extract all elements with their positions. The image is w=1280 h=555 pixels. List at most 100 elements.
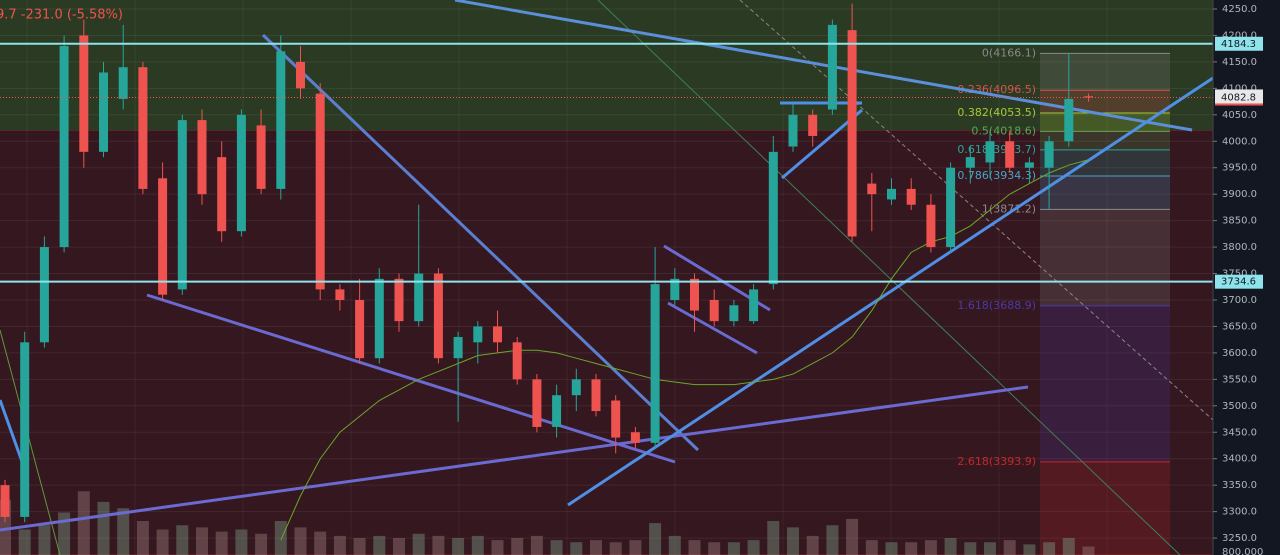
y-tick-label: 4150.0 [1222,57,1257,68]
y-tick-label: 3300.0 [1222,507,1257,518]
price-label-box [1215,36,1263,51]
candle-body [690,278,699,311]
candle-body [20,342,30,517]
candle-body [197,120,207,195]
fib-band [1040,149,1170,177]
y-tick-label: 3750.0 [1222,269,1257,280]
volume-bar [826,525,839,555]
volume-bar [1062,538,1075,555]
trend-line [667,301,758,355]
candle-body [236,114,246,232]
y-tick-label: 4250.0 [1222,4,1257,15]
candle-body [1005,141,1015,168]
volume-bar [629,540,642,555]
candle-body [611,400,621,438]
volume-bar [314,531,327,555]
volume-bar [747,540,760,555]
y-tick-label: 3800.0 [1222,242,1257,253]
candle-body [552,395,562,427]
candle-body [670,278,680,300]
candle-body [118,67,128,99]
y-tick-label: 4100.0 [1222,83,1257,94]
candle-body [1044,141,1054,168]
candle-body [0,485,10,517]
volume-bar [570,542,583,555]
candle-body [591,379,601,412]
volume-bar [77,491,90,555]
fib-label: 0.786(3934.3) [957,169,1036,182]
y-tick-label: 3850.0 [1222,216,1257,227]
volume-bar [905,542,918,555]
volume-bar [373,535,386,555]
volume-bar [1003,540,1016,555]
y-tick-label: 3700.0 [1222,295,1257,306]
volume-bar [530,535,543,555]
candle-body [808,114,818,136]
price-label: 4184.3 [1221,39,1256,50]
volume-bar [176,525,189,555]
volume-bar [964,542,977,555]
candle-body [414,273,424,322]
candle-body [985,141,995,163]
volume-bar [944,538,957,555]
volume-bar [58,512,71,555]
volume-bar [294,527,307,555]
candle-body [1064,98,1074,142]
volume-bar [353,538,366,555]
volume [0,491,1095,555]
volume-bar [393,538,405,555]
zone [0,0,1213,131]
y-tick-label: 3550.0 [1222,374,1257,385]
fib-label: 0.618(3983.7) [957,143,1036,156]
volume-bar [196,527,208,555]
volume-bar [865,540,878,555]
trend-line [597,0,1181,555]
volume-bar [708,542,721,555]
volume-bar [649,523,662,555]
candle-body [887,188,896,200]
volume-bar [97,501,110,555]
fib-label: 1.618(3688.9) [957,299,1036,312]
candles [0,3,1213,541]
candle-body [946,167,956,248]
fib-label: 0(4166.1) [982,46,1036,59]
candle-body [39,247,49,343]
volume-bar [215,531,228,555]
fib-band [1040,461,1170,555]
volume-bar [235,529,248,555]
volume-bar [846,518,859,555]
volume-bar [1043,542,1056,555]
y-tick-label: 3950.0 [1222,163,1257,174]
y-tick-label: 4000.0 [1222,136,1257,147]
y-tick-label: 4050.0 [1222,110,1257,121]
fib-band [1040,53,1170,91]
volume-axis-label: 800.000 [1222,547,1263,555]
volume-bar [491,540,504,555]
candle-body [709,299,719,322]
volume-bar [511,538,524,555]
trend-line [0,329,61,555]
volume-bar [787,527,799,555]
volume-bar [432,535,445,555]
candle-body [256,125,266,189]
candle-body [493,326,502,343]
candle-body [512,342,522,380]
volume-bar [550,540,563,555]
volume-bar [117,508,130,555]
y-tick-label: 3600.0 [1222,348,1257,359]
y-tick-label: 3500.0 [1222,401,1257,412]
header-text: 9.7 -231.0 (-5.58%) [0,8,123,23]
volume-bar [156,529,169,555]
fib-label: 0.382(4053.5) [957,106,1036,119]
volume-bar [274,521,287,555]
candle-body [315,93,325,290]
volume-bar [1082,546,1095,555]
volume-bar [609,542,622,555]
candle-body [847,30,857,237]
volume-bar [471,535,484,555]
candle-body [276,51,286,189]
candle-body [965,157,975,168]
volume-bar [727,542,740,555]
volume-bar [0,499,11,555]
candle-body [571,379,581,396]
